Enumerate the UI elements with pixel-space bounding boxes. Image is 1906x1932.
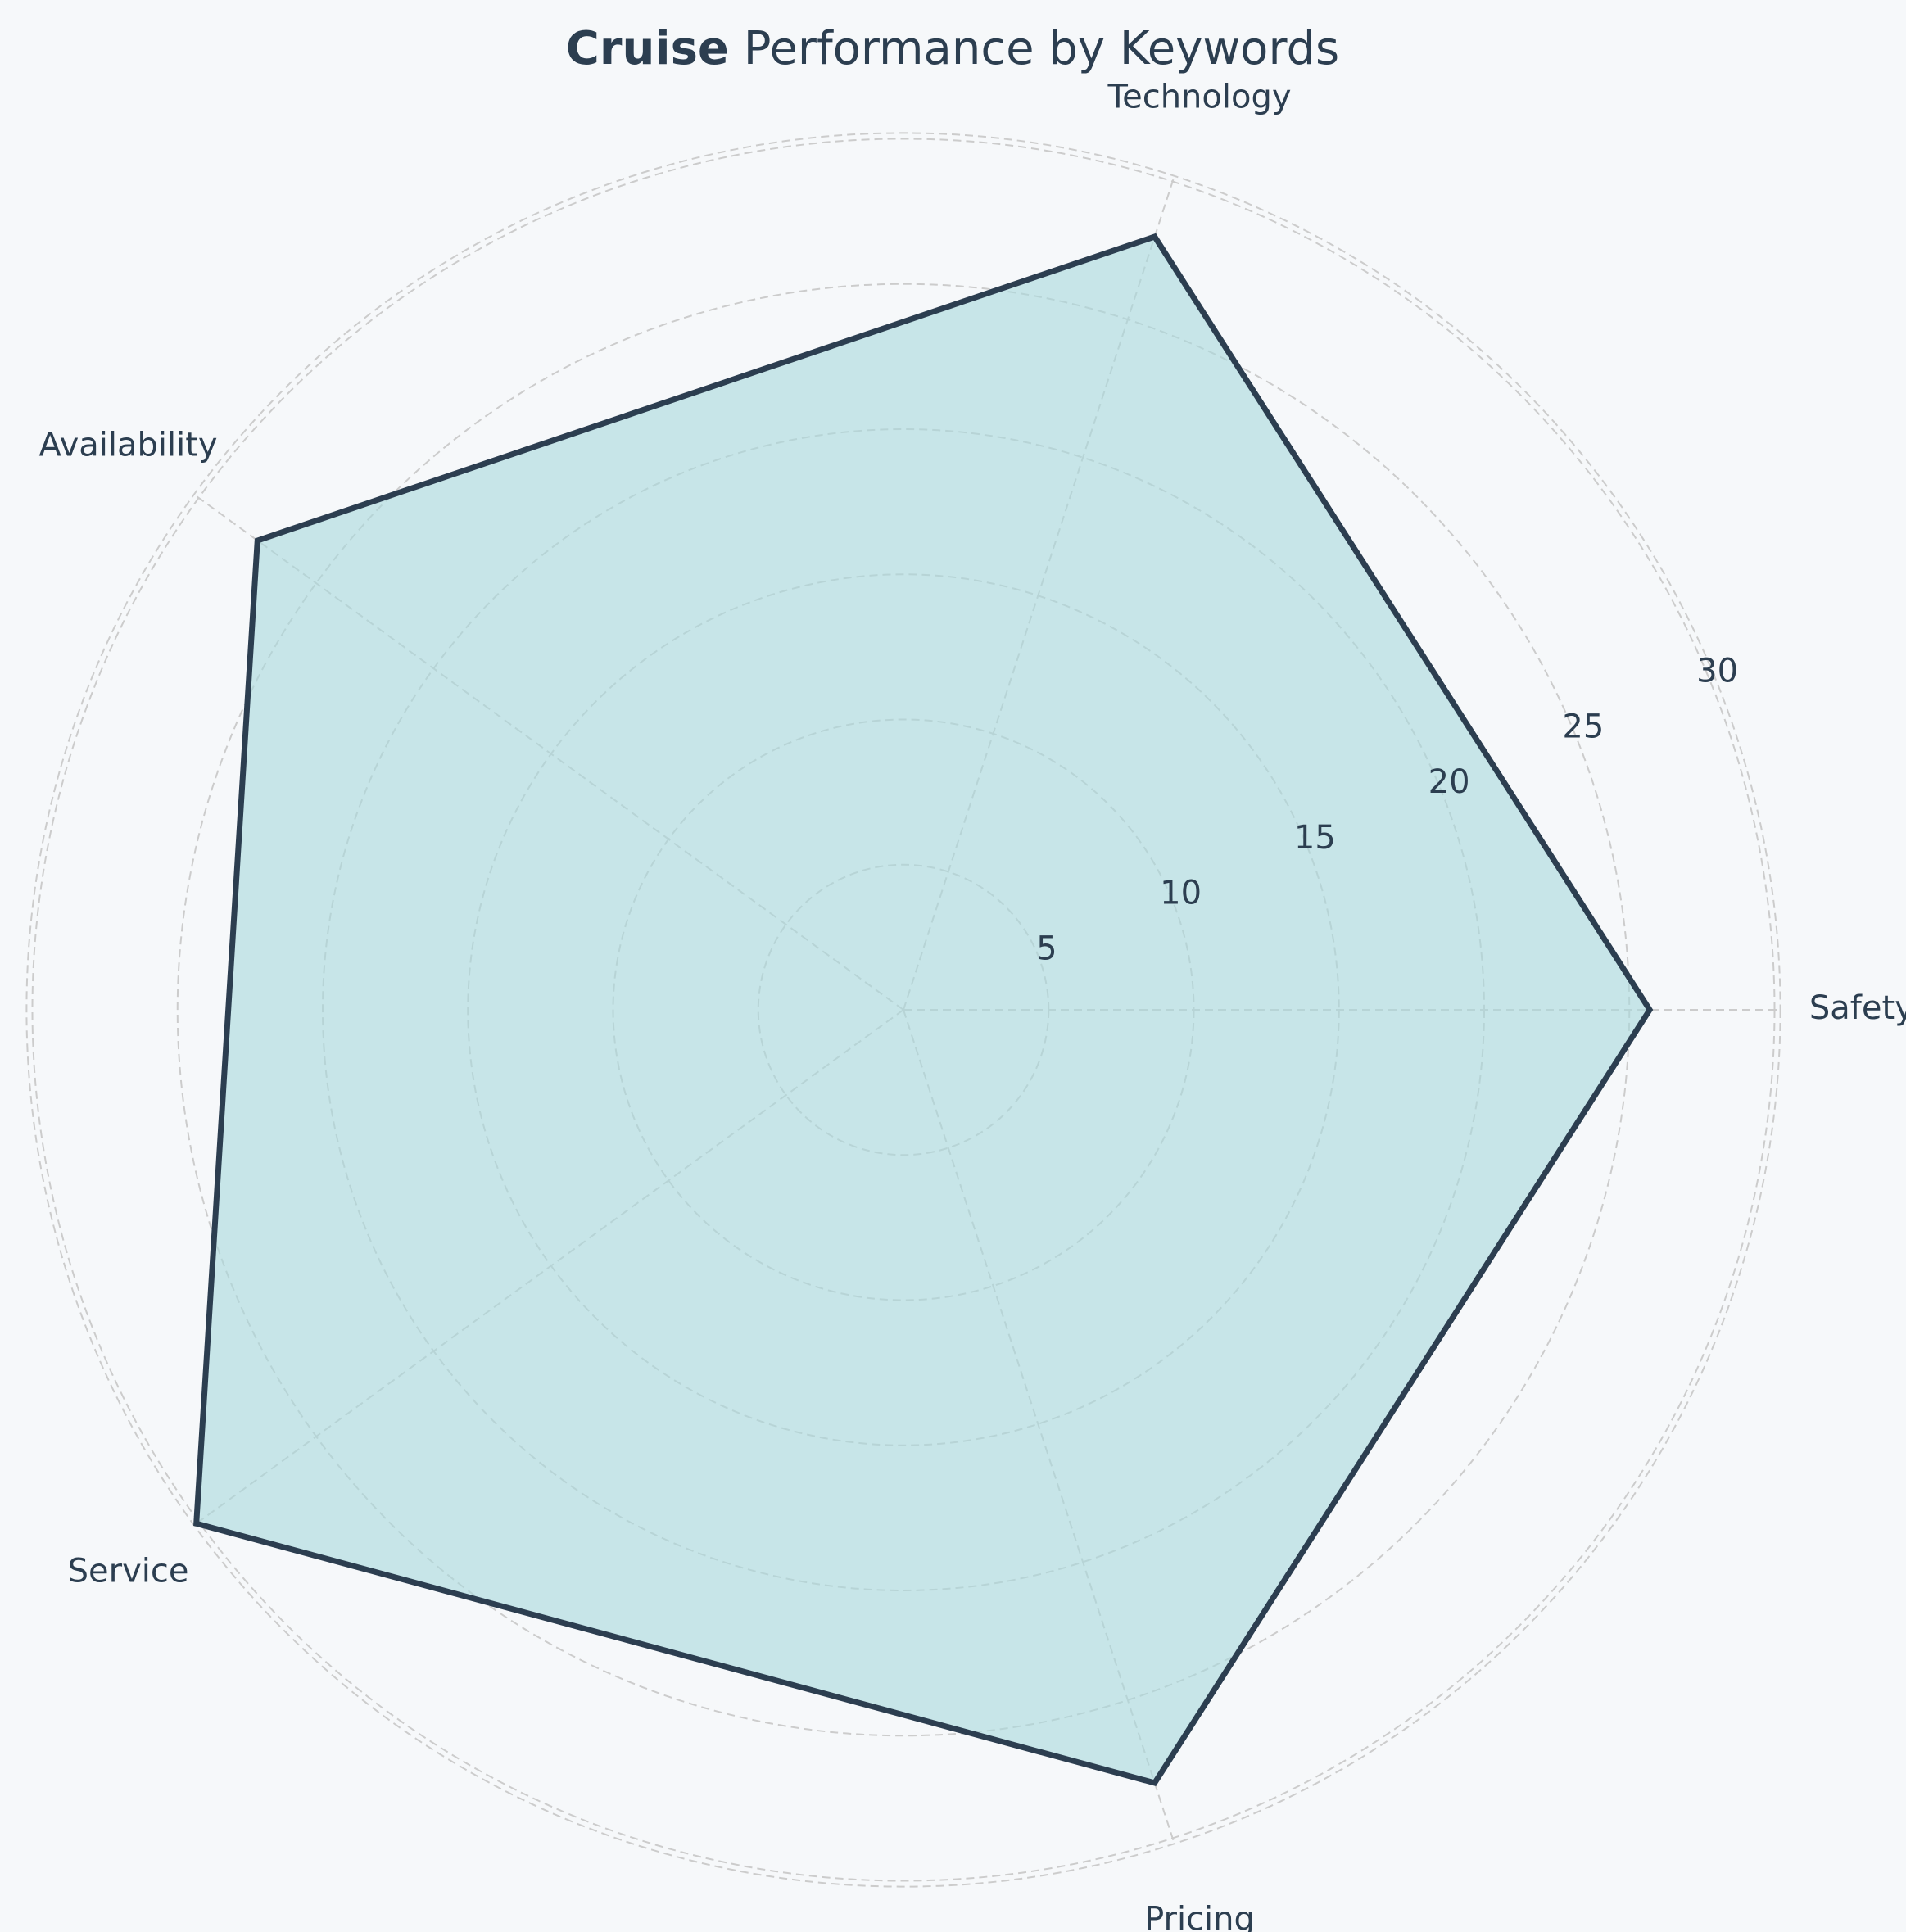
chart-title-brand: Cruise [566,22,729,75]
tick-label-30: 30 [1696,652,1738,690]
category-label-safety: Safety [1809,989,1906,1027]
chart-title-rest: Performance by Keywords [729,22,1339,75]
category-label-service: Service [68,1553,189,1590]
tick-label-15: 15 [1294,819,1336,857]
tick-label-20: 20 [1428,763,1470,801]
data-area [193,233,1654,1787]
radial-tick-labels: 5 10 15 20 25 30 [1036,652,1738,967]
grid-ring-outer [25,132,1781,1888]
category-label-pricing: Pricing [1144,1901,1255,1932]
radar-series-0 [193,233,1654,1787]
category-labels: Safety Technology Availability Service Prici… [39,78,1906,1932]
tick-label-5: 5 [1036,930,1057,968]
tick-label-10: 10 [1160,875,1202,912]
tick-label-25: 25 [1562,708,1604,745]
category-label-availability: Availability [39,426,218,464]
chart-title: Cruise Performance by Keywords [566,22,1339,75]
category-label-technology: Technology [1107,78,1291,115]
